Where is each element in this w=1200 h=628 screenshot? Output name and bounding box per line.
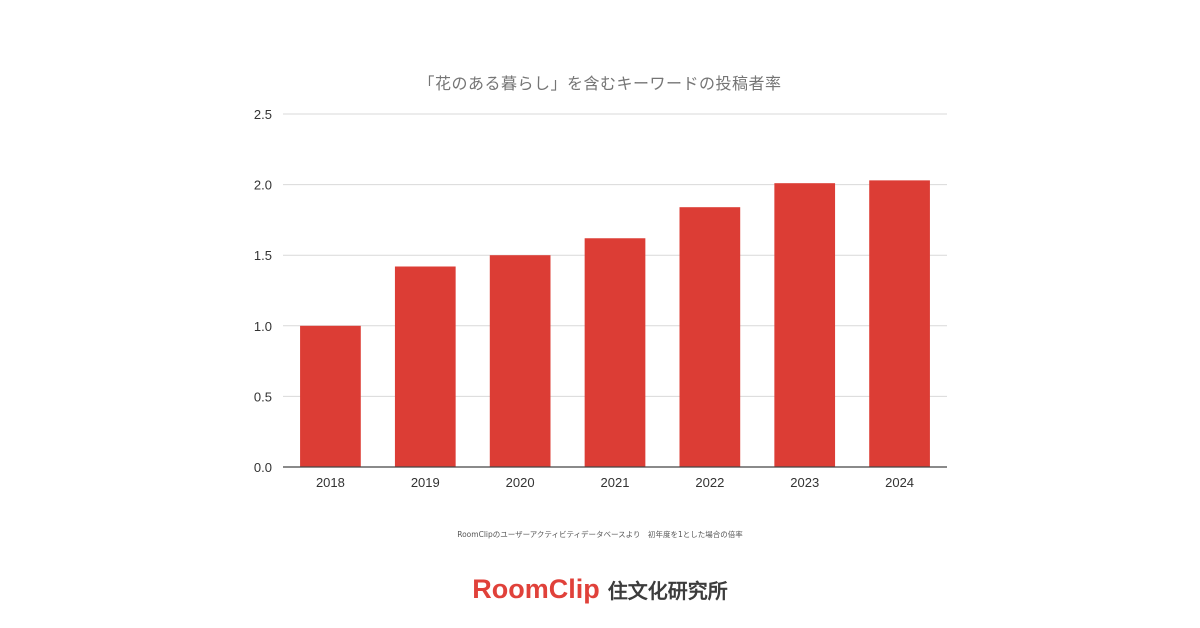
y-tick-label: 0.0 [254, 460, 272, 475]
bar-2019 [394, 266, 456, 467]
x-tick-label: 2019 [411, 475, 440, 490]
roomclip-logo: RoomClip 住文化研究所 [0, 574, 1200, 605]
bar-2018 [300, 325, 361, 467]
y-tick-label: 2.5 [254, 107, 272, 122]
bars [300, 180, 930, 468]
x-tick-label: 2022 [695, 475, 724, 490]
y-axis-ticks: 0.0 0.5 1.0 1.5 2.0 2.5 [254, 107, 272, 475]
logo-subtitle: 住文化研究所 [607, 579, 728, 603]
bar-2023 [774, 183, 836, 468]
bar-2024 [869, 180, 930, 467]
bar-2021 [584, 238, 646, 467]
source-footnote: RoomClipのユーザーアクティビティデータベースより 初年度を1とした場合の… [457, 530, 743, 539]
y-tick-label: 0.5 [254, 389, 272, 404]
y-tick-label: 1.0 [254, 319, 272, 334]
y-tick-label: 2.0 [254, 178, 272, 193]
chart-title: 「花のある暮らし」を含むキーワードの投稿者率 [418, 74, 782, 93]
x-tick-label: 2024 [885, 475, 914, 490]
x-tick-label: 2021 [601, 475, 630, 490]
x-tick-label: 2023 [790, 475, 819, 490]
y-tick-label: 1.5 [254, 248, 272, 263]
x-tick-label: 2020 [506, 475, 535, 490]
x-axis-ticks: 2018 2019 2020 2021 2022 2023 2024 [316, 475, 914, 490]
x-tick-label: 2018 [316, 475, 345, 490]
logo-brand-text: RoomClip [472, 574, 600, 604]
bar-2022 [679, 207, 741, 467]
bar-2020 [489, 255, 551, 467]
